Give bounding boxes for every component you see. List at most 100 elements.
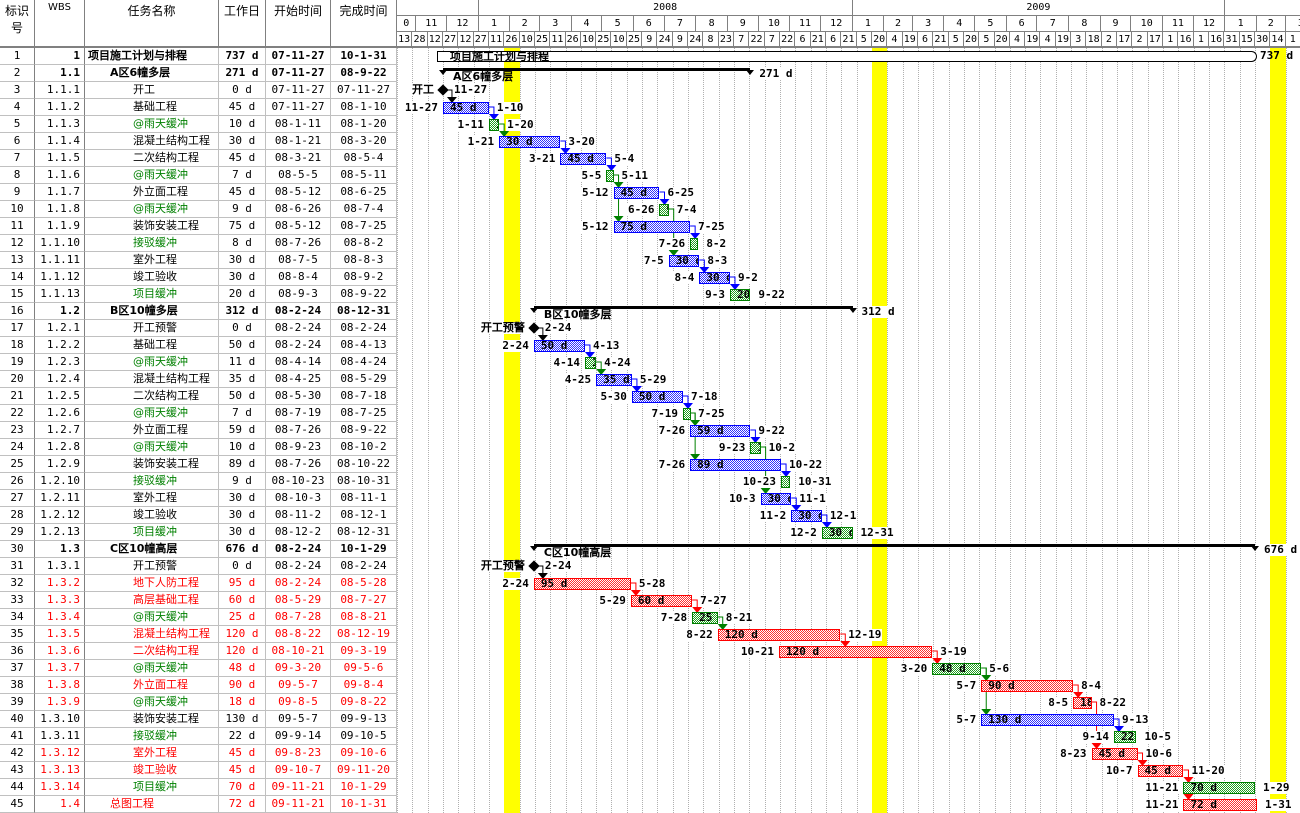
task-name-cell[interactable]: 混凝土结构工程	[85, 626, 219, 643]
table-row[interactable]: 40 1.3.10 装饰安装工程 130 d 09-5-7 09-9-13	[0, 711, 397, 728]
table-row[interactable]: 35 1.3.5 混凝土结构工程 120 d 08-8-22 08-12-19	[0, 626, 397, 643]
task-name-cell[interactable]: @雨天缓冲	[85, 439, 219, 456]
column-header-wbs[interactable]: WBS	[35, 0, 85, 48]
column-header-finish[interactable]: 完成时间	[331, 0, 397, 48]
table-row[interactable]: 30 1.3 C区10幢高层 676 d 08-2-24 10-1-29	[0, 541, 397, 558]
table-row[interactable]: 3 1.1.1 开工 0 d 07-11-27 07-11-27	[0, 82, 397, 99]
task-bar[interactable]: 48 d	[932, 663, 982, 675]
task-name-cell[interactable]: 开工	[85, 82, 219, 99]
table-row[interactable]: 45 1.4 总图工程 72 d 09-11-21 10-1-31	[0, 796, 397, 813]
task-bar[interactable]: 120 d	[779, 646, 933, 658]
task-name-cell[interactable]: 外立面工程	[85, 677, 219, 694]
task-bar[interactable]: 95 d	[533, 578, 631, 590]
task-bar[interactable]: 9 d	[659, 204, 669, 216]
task-bar[interactable]: 72 d	[1183, 799, 1257, 811]
task-name-cell[interactable]: 高层基础工程	[85, 592, 219, 609]
task-bar[interactable]: 45 d	[1091, 748, 1138, 760]
task-bar[interactable]: 20 d	[729, 289, 751, 301]
task-bar[interactable]: 35 d	[596, 374, 632, 386]
task-bar[interactable]: 9 d	[781, 476, 791, 488]
table-row[interactable]: 36 1.3.6 二次结构工程 120 d 08-10-21 09-3-19	[0, 643, 397, 660]
table-row[interactable]: 31 1.3.1 开工预警 0 d 08-2-24 08-2-24	[0, 558, 397, 575]
task-bar[interactable]: 30 d	[791, 510, 822, 522]
task-bar[interactable]: 30 d	[760, 493, 792, 505]
task-name-cell[interactable]: 混凝土结构工程	[85, 133, 219, 150]
task-bar[interactable]: 90 d	[981, 680, 1074, 692]
table-row[interactable]: 15 1.1.13 项目缓冲 20 d 08-9-3 08-9-22	[0, 286, 397, 303]
task-name-cell[interactable]: 装饰安装工程	[85, 711, 219, 728]
task-name-cell[interactable]: 室外工程	[85, 252, 219, 269]
table-row[interactable]: 28 1.2.12 竣工验收 30 d 08-11-2 08-12-1	[0, 507, 397, 524]
task-bar[interactable]: 45 d	[442, 102, 489, 114]
task-bar[interactable]: 120 d	[717, 629, 841, 641]
task-bar[interactable]: 30 d	[821, 527, 853, 539]
summary-bar[interactable]	[442, 68, 751, 71]
column-header-name[interactable]: 任务名称	[85, 0, 219, 48]
task-name-cell[interactable]: 项目缓冲	[85, 779, 219, 796]
task-bar[interactable]: 45 d	[560, 153, 607, 165]
table-row[interactable]: 9 1.1.7 外立面工程 45 d 08-5-12 08-6-25	[0, 184, 397, 201]
table-row[interactable]: 18 1.2.2 基础工程 50 d 08-2-24 08-4-13	[0, 337, 397, 354]
table-row[interactable]: 25 1.2.9 装饰安装工程 89 d 08-7-26 08-10-22	[0, 456, 397, 473]
task-name-cell[interactable]: 二次结构工程	[85, 643, 219, 660]
task-name-cell[interactable]: 外立面工程	[85, 422, 219, 439]
table-row[interactable]: 2 1.1 A区6幢多层 271 d 07-11-27 08-9-22	[0, 65, 397, 82]
task-name-cell[interactable]: A区6幢多层	[85, 65, 219, 82]
table-row[interactable]: 12 1.1.10 接驳缓冲 8 d 08-7-26 08-8-2	[0, 235, 397, 252]
table-row[interactable]: 6 1.1.4 混凝土结构工程 30 d 08-1-21 08-3-20	[0, 133, 397, 150]
task-bar[interactable]: 30 d	[699, 272, 730, 284]
table-row[interactable]: 10 1.1.8 @雨天缓冲 9 d 08-6-26 08-7-4	[0, 201, 397, 218]
table-row[interactable]: 41 1.3.11 接驳缓冲 22 d 09-9-14 09-10-5	[0, 728, 397, 745]
task-bar[interactable]: 11 d	[584, 357, 597, 369]
table-row[interactable]: 8 1.1.6 @雨天缓冲 7 d 08-5-5 08-5-11	[0, 167, 397, 184]
task-name-cell[interactable]: 竣工验收	[85, 269, 219, 286]
task-bar[interactable]: 75 d	[613, 221, 691, 233]
table-row[interactable]: 16 1.2 B区10幢多层 312 d 08-2-24 08-12-31	[0, 303, 397, 320]
table-row[interactable]: 5 1.1.3 @雨天缓冲 10 d 08-1-11 08-1-20	[0, 116, 397, 133]
table-row[interactable]: 34 1.3.4 @雨天缓冲 25 d 08-7-28 08-8-21	[0, 609, 397, 626]
table-row[interactable]: 39 1.3.9 @雨天缓冲 18 d 09-8-5 09-8-22	[0, 694, 397, 711]
task-bar[interactable]: 8 d	[690, 238, 699, 250]
task-bar[interactable]: 45 d	[613, 187, 660, 199]
task-bar[interactable]: 89 d	[690, 459, 782, 471]
task-bar[interactable]: 50 d	[533, 340, 585, 352]
task-name-cell[interactable]: 竣工验收	[85, 762, 219, 779]
task-name-cell[interactable]: 基础工程	[85, 337, 219, 354]
task-bar[interactable]: 10 d	[750, 442, 761, 454]
table-row[interactable]: 32 1.3.2 地下人防工程 95 d 08-2-24 08-5-28	[0, 575, 397, 592]
table-row[interactable]: 23 1.2.7 外立面工程 59 d 08-7-26 08-9-22	[0, 422, 397, 439]
task-name-cell[interactable]: 总图工程	[85, 796, 219, 813]
table-row[interactable]: 29 1.2.13 项目缓冲 30 d 08-12-2 08-12-31	[0, 524, 397, 541]
table-row[interactable]: 17 1.2.1 开工预警 0 d 08-2-24 08-2-24	[0, 320, 397, 337]
task-name-cell[interactable]: @雨天缓冲	[85, 354, 219, 371]
table-row[interactable]: 4 1.1.2 基础工程 45 d 07-11-27 08-1-10	[0, 99, 397, 116]
task-bar[interactable]: 10 d	[488, 119, 500, 131]
task-name-cell[interactable]: 二次结构工程	[85, 388, 219, 405]
table-row[interactable]: 24 1.2.8 @雨天缓冲 10 d 08-9-23 08-10-2	[0, 439, 397, 456]
table-row[interactable]: 14 1.1.12 竣工验收 30 d 08-8-4 08-9-2	[0, 269, 397, 286]
task-name-cell[interactable]: @雨天缓冲	[85, 201, 219, 218]
task-bar[interactable]: 25 d	[692, 612, 718, 624]
task-bar[interactable]: 70 d	[1183, 782, 1255, 794]
table-row[interactable]: 33 1.3.3 高层基础工程 60 d 08-5-29 08-7-27	[0, 592, 397, 609]
task-name-cell[interactable]: 装饰安装工程	[85, 218, 219, 235]
task-name-cell[interactable]: C区10幢高层	[85, 541, 219, 558]
task-name-cell[interactable]: 接驳缓冲	[85, 728, 219, 745]
table-row[interactable]: 19 1.2.3 @雨天缓冲 11 d 08-4-14 08-4-24	[0, 354, 397, 371]
table-row[interactable]: 20 1.2.4 混凝土结构工程 35 d 08-4-25 08-5-29	[0, 371, 397, 388]
task-bar[interactable]: 30 d	[668, 255, 700, 267]
table-row[interactable]: 38 1.3.8 外立面工程 90 d 09-5-7 09-8-4	[0, 677, 397, 694]
task-name-cell[interactable]: 装饰安装工程	[85, 456, 219, 473]
task-name-cell[interactable]: 开工预警	[85, 558, 219, 575]
task-bar[interactable]: 7 d	[682, 408, 691, 420]
task-name-cell[interactable]: 室外工程	[85, 490, 219, 507]
task-name-cell[interactable]: 基础工程	[85, 99, 219, 116]
table-row[interactable]: 7 1.1.5 二次结构工程 45 d 08-3-21 08-5-4	[0, 150, 397, 167]
task-name-cell[interactable]: 接驳缓冲	[85, 235, 219, 252]
task-name-cell[interactable]: 开工预警	[85, 320, 219, 337]
column-header-start[interactable]: 开始时间	[266, 0, 331, 48]
table-row[interactable]: 37 1.3.7 @雨天缓冲 48 d 09-3-20 09-5-6	[0, 660, 397, 677]
task-name-cell[interactable]: 项目缓冲	[85, 524, 219, 541]
task-name-cell[interactable]: 地下人防工程	[85, 575, 219, 592]
project-summary-bar[interactable]: 项目施工计划与排程	[436, 51, 1257, 62]
